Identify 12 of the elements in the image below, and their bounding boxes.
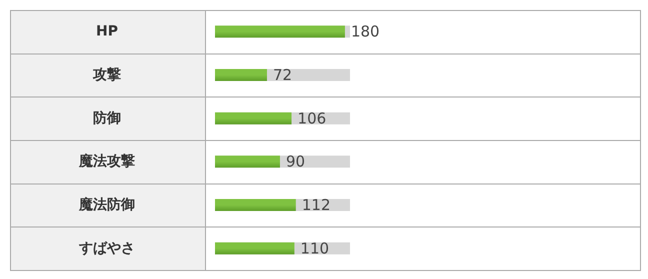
y-tick-label: 魔法防御 [78, 196, 135, 213]
data-label: 106 [298, 109, 326, 128]
data-label: 180 [350, 22, 380, 41]
data-label: 112 [302, 196, 330, 214]
y-tick-label: HP [96, 24, 118, 40]
data-label: 72 [272, 66, 292, 84]
y-tick-label: 魔法攻撃 [78, 152, 135, 170]
data-label: 90 [286, 152, 306, 171]
data-label: 110 [300, 239, 330, 258]
y-tick-label: 攻撃 [92, 67, 121, 83]
y-tick-label: すばやさ [78, 240, 135, 256]
y-tick-label: 防御 [93, 109, 121, 126]
